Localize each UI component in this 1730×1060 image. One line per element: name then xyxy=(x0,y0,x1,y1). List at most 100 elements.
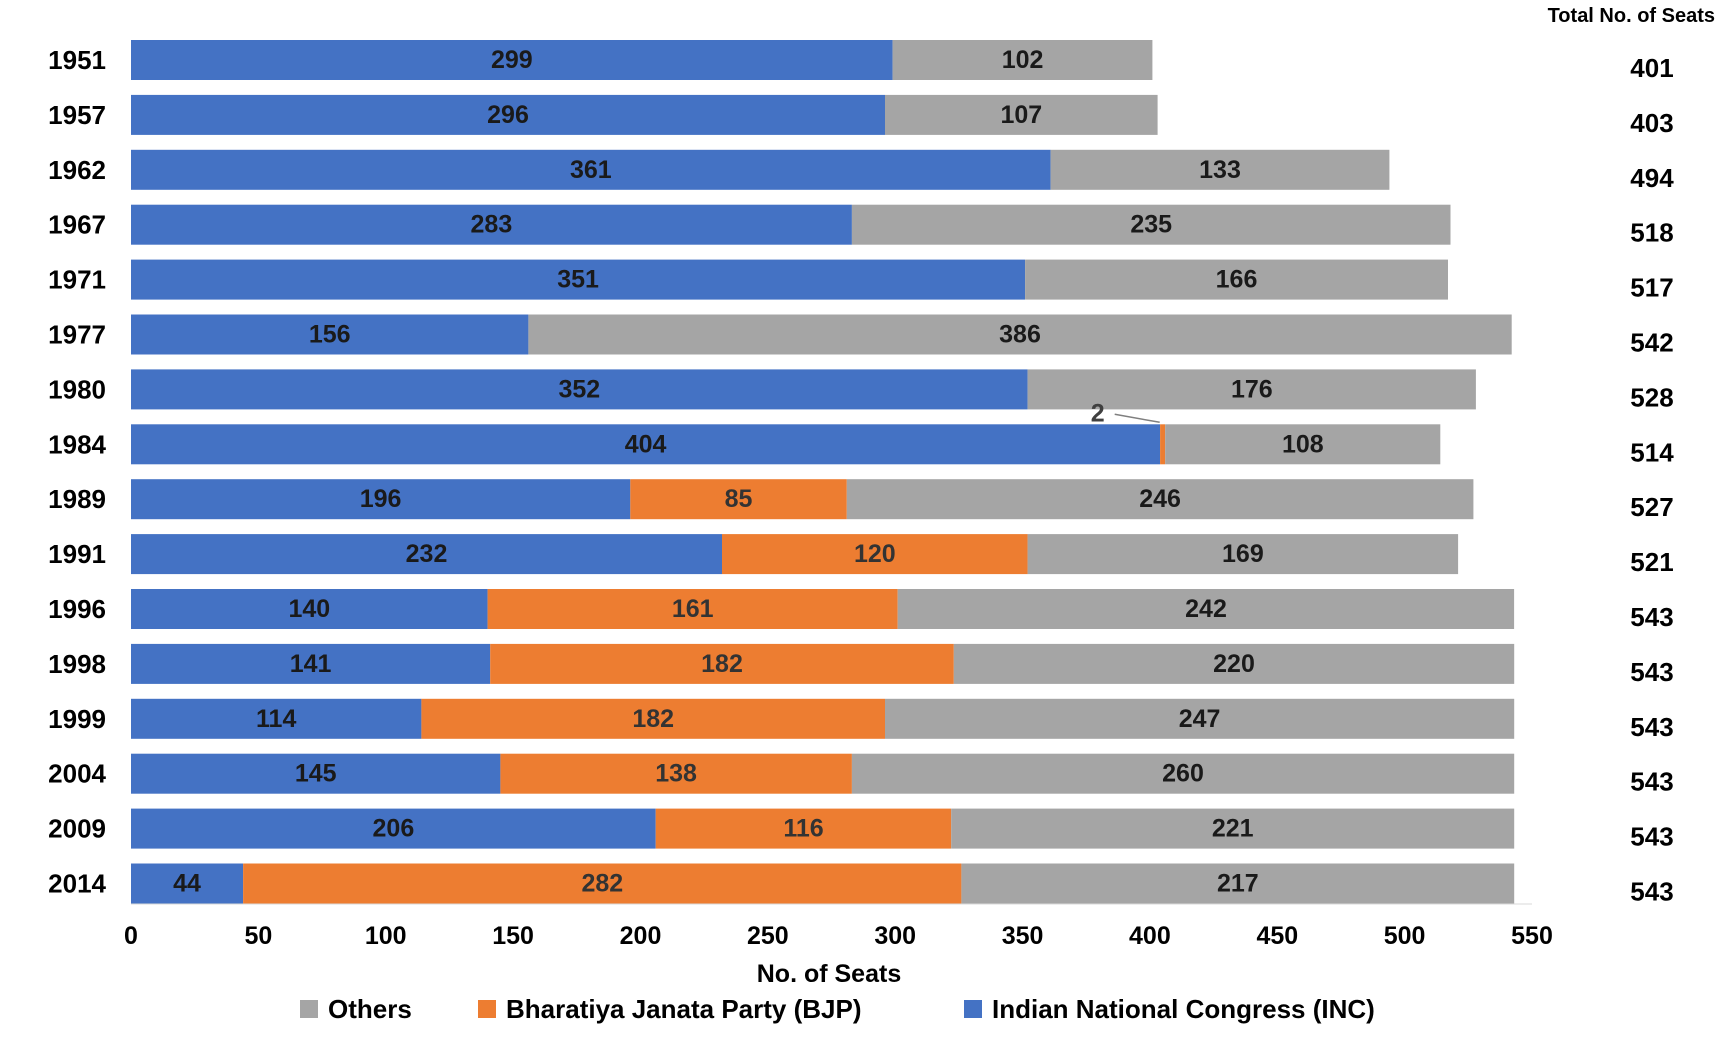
category-label: 1977 xyxy=(48,320,106,350)
category-label: 1962 xyxy=(48,155,106,185)
data-label: 296 xyxy=(487,101,529,129)
data-label: 145 xyxy=(295,760,337,788)
x-tick-label: 0 xyxy=(124,922,138,950)
data-label: 247 xyxy=(1179,705,1221,733)
bar-1996-others xyxy=(897,589,1515,629)
data-label: 283 xyxy=(471,211,513,239)
x-tick-label: 50 xyxy=(244,922,272,950)
x-tick-label: 300 xyxy=(874,922,916,950)
bar-1989-bharatiya xyxy=(630,479,847,520)
total-seats-value: 543 xyxy=(1630,767,1673,797)
x-tick-label: 400 xyxy=(1129,922,1171,950)
x-tick-label: 450 xyxy=(1256,922,1298,950)
bar-2014-others xyxy=(961,863,1515,904)
category-label: 1989 xyxy=(48,484,106,514)
bar-1951-indian xyxy=(131,40,893,80)
bar-2014-indian xyxy=(131,863,244,904)
category-label: 1991 xyxy=(48,539,106,569)
data-label: 182 xyxy=(632,705,674,733)
bar-1984-others xyxy=(1165,424,1441,465)
bar-2014-bharatiya xyxy=(243,863,962,904)
data-label: 120 xyxy=(854,540,896,568)
bar-1967-others xyxy=(851,204,1451,245)
data-label: 361 xyxy=(570,156,612,184)
total-seats-value: 514 xyxy=(1630,437,1674,467)
data-label: 282 xyxy=(581,870,623,898)
total-seats-value: 401 xyxy=(1630,53,1673,83)
x-tick-label: 500 xyxy=(1384,922,1426,950)
category-label: 1951 xyxy=(48,45,106,75)
data-label: 108 xyxy=(1282,430,1324,458)
totals-header: Total No. of Seats xyxy=(1548,5,1715,27)
bar-1999-others xyxy=(885,698,1515,739)
total-seats-value: 543 xyxy=(1630,712,1673,742)
bar-1971-others xyxy=(1025,259,1448,300)
data-label: 156 xyxy=(309,321,351,349)
bar-1998-bharatiya xyxy=(490,643,954,684)
callout-leader-line xyxy=(1114,413,1160,424)
x-tick-label: 200 xyxy=(620,922,662,950)
data-label: 352 xyxy=(558,375,600,403)
bar-1991-bharatiya xyxy=(722,534,1028,575)
bar-1989-indian xyxy=(131,479,631,520)
bar-1980-indian xyxy=(131,369,1028,410)
data-label: 386 xyxy=(999,321,1041,349)
total-seats-value: 527 xyxy=(1630,492,1673,522)
bar-1957-others xyxy=(885,94,1158,135)
bar-2004-others xyxy=(851,753,1515,794)
data-label: 133 xyxy=(1199,156,1241,184)
bar-1977-indian xyxy=(131,314,529,355)
data-label: 220 xyxy=(1213,650,1255,678)
bar-1998-others xyxy=(953,643,1515,684)
x-tick-label: 550 xyxy=(1511,922,1553,950)
category-label: 2014 xyxy=(48,869,106,899)
data-label: 242 xyxy=(1185,595,1227,623)
total-seats-value: 543 xyxy=(1630,877,1673,907)
category-label: 1967 xyxy=(48,210,106,240)
bar-1951-others xyxy=(892,40,1153,80)
bar-1957-indian xyxy=(131,94,885,135)
bar-1962-indian xyxy=(131,149,1051,190)
total-seats-value: 494 xyxy=(1630,163,1674,193)
category-label: 1996 xyxy=(48,594,106,624)
category-label: 2004 xyxy=(48,759,106,789)
totals-layer: Total No. of Seats 401 403 494 518 517 542 528… xyxy=(1548,5,1715,907)
x-tick-label: 250 xyxy=(747,922,789,950)
bar-1989-others xyxy=(846,479,1474,520)
data-label: 138 xyxy=(655,760,697,788)
data-label: 107 xyxy=(1000,101,1042,129)
bar-1984-indian xyxy=(131,424,1161,465)
legend-swatch xyxy=(964,1000,982,1018)
data-label: 85 xyxy=(725,485,753,513)
bar-2004-indian xyxy=(131,753,501,794)
bar-1967-indian xyxy=(131,204,852,245)
bar-2009-bharatiya xyxy=(655,808,952,849)
callout-label: 2 xyxy=(1091,399,1105,427)
bar-1977-others xyxy=(528,314,1512,355)
category-labels-layer: 1951 1957 1962 1967 1971 1977 1980 1984 1989 1991… xyxy=(48,45,106,899)
data-label: 217 xyxy=(1217,870,1259,898)
bar-1998-indian xyxy=(131,643,491,684)
data-label: 102 xyxy=(1002,46,1044,74)
data-label: 351 xyxy=(557,266,599,294)
bar-1980-others xyxy=(1027,369,1476,410)
bar-1996-indian xyxy=(131,589,488,629)
data-label: 182 xyxy=(701,650,743,678)
x-ticks-layer: 0 50 100 150 200 250 300 350 400 450 500 550 xyxy=(124,922,1553,950)
data-label: 404 xyxy=(625,430,667,458)
bar-2009-indian xyxy=(131,808,656,849)
legend-label: Bharatiya Janata Party (BJP) xyxy=(506,994,861,1024)
category-label: 1998 xyxy=(48,649,106,679)
bar-2004-bharatiya xyxy=(500,753,852,794)
category-label: 1984 xyxy=(48,429,106,459)
data-label: 116 xyxy=(783,815,823,843)
data-label: 176 xyxy=(1231,375,1273,403)
data-label: 196 xyxy=(360,485,402,513)
data-label: 260 xyxy=(1162,760,1204,788)
bar-1991-indian xyxy=(131,534,722,575)
data-label: 299 xyxy=(491,46,533,74)
bar-1971-indian xyxy=(131,259,1026,300)
bar-1991-others xyxy=(1027,534,1459,575)
total-seats-value: 543 xyxy=(1630,602,1673,632)
